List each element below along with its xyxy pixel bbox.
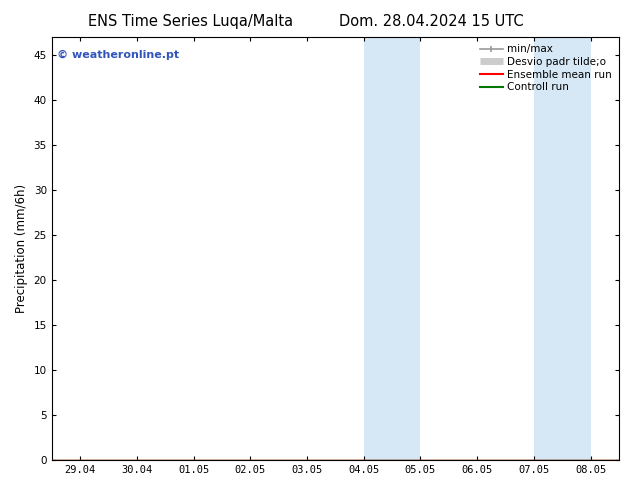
Text: Dom. 28.04.2024 15 UTC: Dom. 28.04.2024 15 UTC (339, 14, 524, 29)
Bar (534, 37, 591, 460)
Bar (364, 37, 420, 460)
Y-axis label: Precipitation (mm/6h): Precipitation (mm/6h) (15, 184, 28, 313)
Text: © weatheronline.pt: © weatheronline.pt (57, 50, 179, 60)
Legend: min/max, Desvio padr tilde;o, Ensemble mean run, Controll run: min/max, Desvio padr tilde;o, Ensemble m… (478, 42, 614, 94)
Text: ENS Time Series Luqa/Malta: ENS Time Series Luqa/Malta (87, 14, 293, 29)
